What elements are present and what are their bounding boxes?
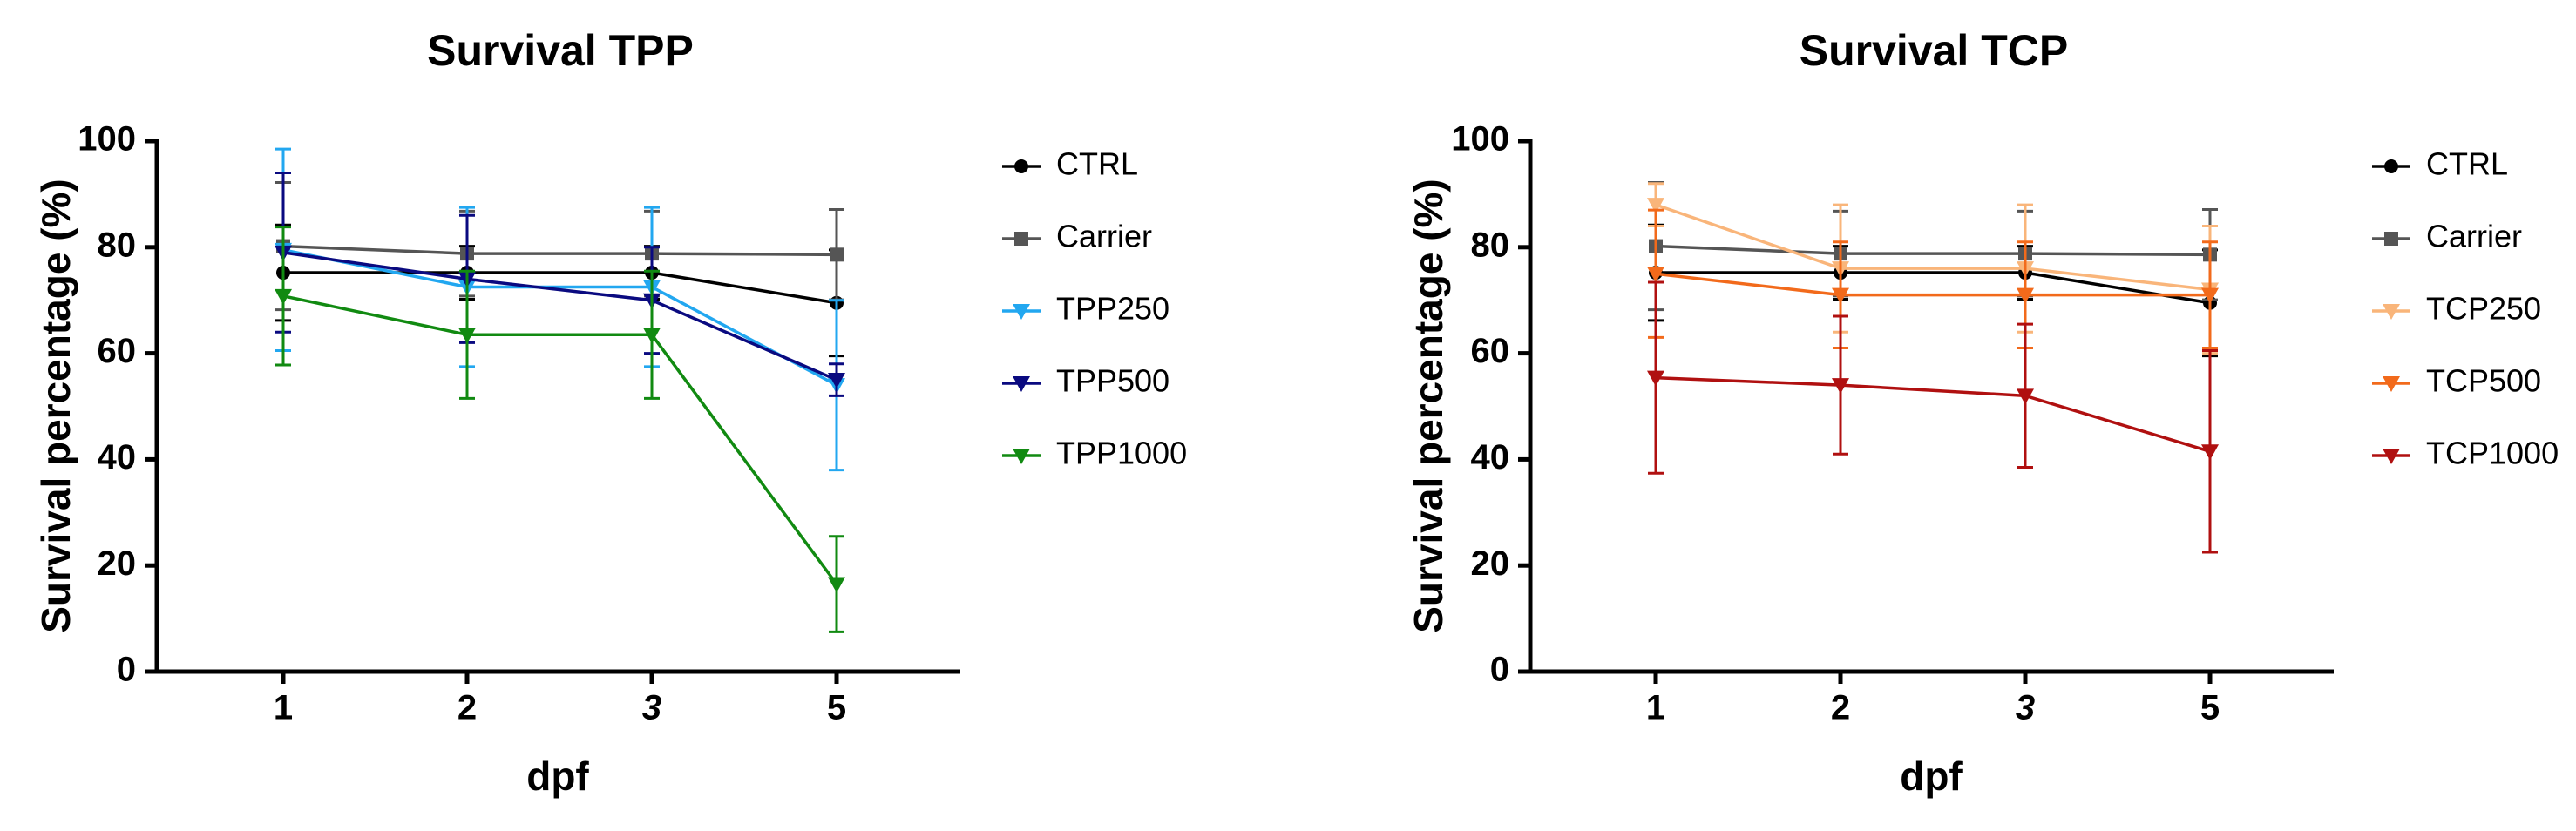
x-axis-label: dpf	[1900, 753, 1963, 799]
chart-panel-tcp: Survival TCP Survival percentage (%) dpf 0 2…	[1406, 26, 2559, 799]
legend-marker	[1014, 159, 1028, 173]
legend-item: TPP250	[1002, 291, 1169, 327]
data-point	[830, 247, 844, 262]
legend-marker	[2383, 449, 2400, 464]
data-point	[1832, 287, 1849, 304]
legend-label: CTRL	[2426, 146, 2508, 182]
y-tick-label: 20	[98, 544, 137, 583]
data-point	[828, 373, 845, 389]
x-tick-label: 5	[2200, 689, 2220, 727]
series-line	[1655, 375, 2211, 453]
legend-marker	[1013, 376, 1030, 392]
y-tick-label: 80	[1471, 226, 1510, 264]
legend-marker	[1013, 449, 1030, 464]
x-tick-label: 5	[827, 689, 846, 727]
series-line	[283, 271, 837, 305]
series-tcp250	[1647, 182, 2219, 355]
legend-label: Carrier	[1056, 219, 1152, 254]
x-tick-label: 2	[1831, 689, 1850, 727]
y-tick-label: 100	[78, 120, 136, 159]
legend-label: Carrier	[2426, 219, 2522, 254]
chart-panel-tpp: Survival TPP Survival percentage (%) dpf 0 2…	[33, 26, 1187, 799]
legend-label: CTRL	[1056, 146, 1138, 182]
series-tcp1000	[1647, 280, 2219, 554]
legend-label: TCP1000	[2426, 436, 2559, 471]
legend-label: TPP1000	[1056, 436, 1187, 471]
series-line	[282, 248, 837, 387]
legend-item: Carrier	[1002, 219, 1152, 254]
legend-marker	[1013, 304, 1030, 320]
series-line	[1656, 271, 2211, 305]
legend-label: TCP250	[2426, 291, 2541, 327]
data-point	[643, 328, 661, 344]
legend-item: CTRL	[1002, 146, 1138, 182]
data-point	[1832, 378, 1849, 395]
series-tpp250	[275, 147, 845, 472]
series-line	[1655, 203, 2211, 292]
x-tick-label: 3	[642, 689, 661, 727]
legend-label: TPP250	[1056, 291, 1169, 327]
y-tick-label: 60	[98, 332, 137, 370]
data-point	[2017, 388, 2034, 405]
series-line	[282, 244, 837, 257]
legend-item: CTRL	[2372, 146, 2508, 182]
legend-item: TCP250	[2372, 291, 2541, 327]
series-line	[1655, 244, 2211, 257]
legend-label: TPP500	[1056, 363, 1169, 399]
y-tick-label: 0	[117, 651, 136, 689]
y-tick-label: 60	[1471, 332, 1510, 370]
legend-marker	[2383, 376, 2400, 392]
data-point	[828, 577, 845, 593]
series-tpp500	[275, 172, 845, 397]
chart-title: Survival TCP	[1800, 26, 2068, 75]
data-point	[2201, 287, 2219, 304]
y-tick-label: 20	[1471, 544, 1510, 583]
legend-marker	[2384, 159, 2398, 173]
legend-item: TPP1000	[1002, 436, 1187, 471]
x-tick-label: 2	[458, 689, 477, 727]
y-tick-label: 100	[1451, 120, 1509, 159]
chart-title: Survival TPP	[427, 26, 694, 75]
y-tick-label: 40	[1471, 438, 1510, 476]
legend-item: TCP1000	[2372, 436, 2559, 471]
data-point	[275, 288, 292, 305]
x-tick-label: 3	[2016, 689, 2035, 727]
data-point	[1647, 370, 1664, 387]
legend-marker	[2384, 232, 2398, 246]
series-line	[1655, 272, 2210, 297]
series-line	[282, 294, 838, 585]
y-tick-label: 0	[1490, 651, 1509, 689]
series-tpp1000	[275, 226, 845, 633]
x-tick-label: 1	[274, 689, 293, 727]
series-line	[282, 251, 837, 382]
legend-item: Carrier	[2372, 219, 2522, 254]
x-tick-label: 1	[1646, 689, 1665, 727]
y-tick-label: 80	[98, 226, 137, 264]
data-point	[1647, 267, 1664, 283]
data-point	[458, 328, 476, 344]
y-axis-label: Survival percentage (%)	[1406, 179, 1451, 633]
data-point	[1647, 198, 1664, 214]
legend-item: TPP500	[1002, 363, 1169, 399]
x-axis-label: dpf	[526, 753, 589, 799]
legend-marker	[1014, 232, 1028, 246]
y-axis-label: Survival percentage (%)	[33, 179, 78, 633]
y-tick-label: 40	[98, 438, 137, 476]
data-point	[2201, 444, 2219, 461]
legend-marker	[2383, 304, 2400, 320]
legend-item: TCP500	[2372, 363, 2541, 399]
legend-label: TCP500	[2426, 363, 2541, 399]
data-point	[2017, 287, 2034, 304]
series-ctrl	[1648, 223, 2218, 358]
